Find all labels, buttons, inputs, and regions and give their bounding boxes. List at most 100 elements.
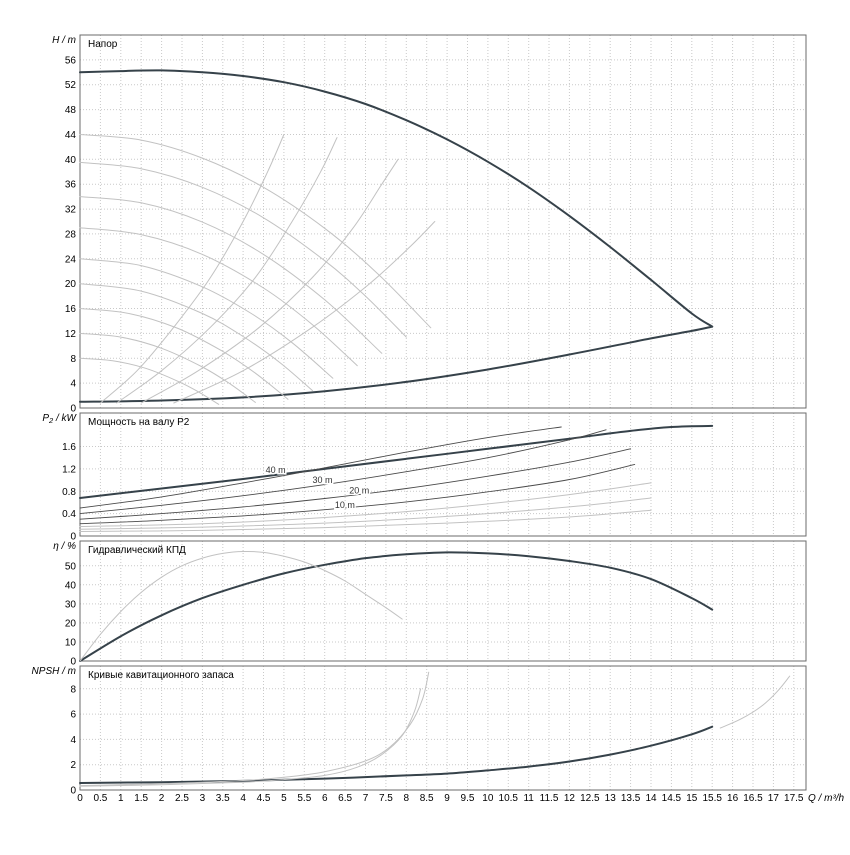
y-tick-label-npsh: 6 (70, 710, 76, 721)
x-tick-label: 1 (118, 793, 124, 804)
x-tick-label: 12.5 (580, 793, 600, 804)
x-tick-label: 13.5 (621, 793, 641, 804)
grid-head (79, 35, 806, 409)
series-trim-39 (79, 161, 407, 338)
y-tick-label-eff: 50 (65, 561, 77, 572)
panel-border-npsh (79, 665, 807, 791)
x-tick-label: 12 (564, 793, 576, 804)
x-tick-label: 8 (404, 793, 410, 804)
x-tick-label: 10.5 (499, 793, 519, 804)
x-tick-label: 11 (523, 793, 534, 804)
y-tick-label-head: 36 (65, 180, 77, 191)
panel-title-power: Мощность на валу P2 (88, 417, 190, 428)
series-power-30m (79, 429, 607, 515)
y-tick-label-power: 0.8 (62, 487, 76, 498)
y-tick-label-head: 20 (65, 279, 77, 290)
x-tick-label: 15 (686, 793, 698, 804)
y-tick-label-npsh: 8 (70, 684, 76, 695)
x-tick-label: 16 (727, 793, 739, 804)
x-tick-label: 4.5 (257, 793, 271, 804)
y-tick-label-head: 8 (70, 354, 76, 365)
y-tick-label-eff: 30 (65, 599, 77, 610)
series-power-10m (79, 463, 636, 525)
y-tick-label-power: 0.4 (62, 509, 76, 520)
y-tick-label-eff: 10 (65, 637, 77, 648)
panel-border-eff (79, 540, 807, 662)
series-power-40m (79, 426, 562, 509)
series-npsh-gray-right (719, 675, 791, 729)
y-tick-label-power: 0 (70, 532, 76, 543)
x-tick-label: 16.5 (743, 793, 763, 804)
grid-power (79, 413, 806, 537)
panel-eff: 0 10 20 30 40 50 Гидравлический КПД η / % (53, 540, 807, 668)
series-trim-16 (79, 308, 289, 400)
series-eff-gray (79, 550, 403, 662)
y-tick-label-eff: 20 (65, 618, 77, 629)
y-tick-label-npsh: 0 (70, 786, 76, 797)
x-tick-label: 6.5 (338, 793, 352, 804)
series-trim-20 (79, 283, 313, 392)
series-power-gray-2 (79, 497, 652, 530)
series-iso-2 (116, 137, 338, 404)
series-eff-main (79, 551, 714, 662)
series-trim-29 (79, 227, 358, 367)
panel-border-head (79, 34, 807, 409)
x-tick-label: 17 (768, 793, 780, 804)
series-trim-12 (79, 332, 256, 403)
y-tick-label-npsh: 2 (70, 760, 76, 771)
y-tick-label-head: 56 (65, 55, 77, 66)
y-axis-label-power: P2 / kW (42, 413, 77, 425)
panel-border-power (79, 412, 807, 537)
x-tick-label: 7 (363, 793, 369, 804)
panel-power: 0 0.4 0.8 1.2 1.6 40 m 30 m 20 m 10 m Мощность на… (42, 412, 807, 543)
y-tick-label-eff: 0 (70, 657, 76, 668)
x-tick-label: 14.5 (662, 793, 682, 804)
y-tick-label-head: 0 (70, 404, 76, 415)
series-trim-44 (79, 134, 432, 329)
x-axis-label: Q / m³/h (808, 793, 845, 804)
y-axis-label-eff: η / % (53, 541, 76, 552)
y-tick-label-head: 44 (65, 130, 77, 141)
y-tick-label-head: 4 (70, 379, 76, 390)
panel-title-head: Напор (88, 39, 118, 50)
curve-label-power-3: 10 m (335, 500, 355, 510)
y-tick-label-head: 24 (65, 254, 77, 265)
series-iso-3 (140, 158, 399, 404)
series-trim-24 (79, 258, 334, 379)
series-npsh-gray-steep-1 (79, 671, 430, 787)
y-tick-label-power: 1.6 (62, 442, 76, 453)
panel-title-npsh: Кривые кавитационного запаса (88, 670, 234, 681)
y-tick-label-head: 48 (65, 105, 77, 116)
series-iso-1 (99, 134, 285, 404)
series-npsh-main (79, 725, 714, 784)
x-tick-label: 5 (281, 793, 287, 804)
y-axis-label-npsh: NPSH / m (32, 666, 76, 677)
x-tick-label: 6 (322, 793, 328, 804)
y-tick-label-npsh: 4 (70, 735, 76, 746)
x-tick-label: 11.5 (540, 793, 559, 804)
x-tick-label: 17.5 (784, 793, 804, 804)
grid-npsh (79, 666, 806, 791)
panel-npsh: 0 2 4 6 8 Кривые кавитационного запаса NPSH / … (32, 665, 807, 797)
y-axis-label-head: H / m (52, 35, 76, 46)
x-tick-label: 7.5 (379, 793, 393, 804)
series-power-20m (79, 448, 632, 520)
series-npsh-gray-steep-2 (79, 688, 422, 787)
panel-title-eff: Гидравлический КПД (88, 545, 186, 556)
x-tick-label: 9 (444, 793, 450, 804)
series-power-gray-3 (79, 509, 652, 532)
y-tick-label-head: 12 (65, 329, 77, 340)
y-tick-label-head: 16 (65, 304, 77, 315)
x-tick-label: 13 (605, 793, 617, 804)
x-tick-label: 2.5 (175, 793, 189, 804)
x-tick-label: 1.5 (134, 793, 148, 804)
curve-label-power-1: 30 m (312, 475, 332, 485)
y-tick-label-head: 40 (65, 155, 77, 166)
x-tick-label: 14 (645, 793, 657, 804)
series-trim-34 (79, 196, 383, 354)
x-tick-label: 5.5 (297, 793, 311, 804)
series-envelope-lower (79, 325, 714, 403)
